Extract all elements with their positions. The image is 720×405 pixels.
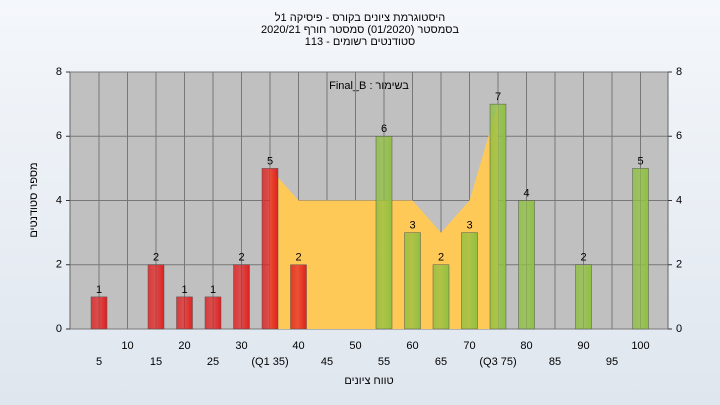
bar xyxy=(461,232,478,330)
x-tick-label: 85 xyxy=(549,356,561,368)
y2-tick-label: 6 xyxy=(676,130,682,142)
chart-subtitle: בסמסטר (01/2020) סמסטר חורף 2020/21 xyxy=(261,24,459,36)
bar xyxy=(290,264,307,330)
x-tick-label: 60 xyxy=(406,340,418,352)
x-tick-label: 55 xyxy=(378,356,390,368)
bar xyxy=(404,232,421,330)
x-tick-label: 10 xyxy=(121,340,133,352)
data-label: 5 xyxy=(637,155,643,167)
x-tick-label: 70 xyxy=(463,340,475,352)
x-tick-label: 25 xyxy=(207,356,219,368)
bar xyxy=(518,200,535,330)
x-tick-label: 50 xyxy=(349,340,361,352)
y-tick-label: 0 xyxy=(56,323,62,335)
data-label: 1 xyxy=(96,284,102,296)
bar xyxy=(632,168,649,330)
bar xyxy=(204,296,222,330)
data-label: 6 xyxy=(381,123,387,135)
chart-subtitle: סטודנטים רשומים - 113 xyxy=(305,36,416,48)
y-tick-label: 8 xyxy=(56,66,62,78)
data-label: 2 xyxy=(438,252,444,264)
y-tick-label: 4 xyxy=(56,194,62,206)
data-label: 3 xyxy=(409,220,415,232)
y-tick-label: 2 xyxy=(56,259,62,271)
bar xyxy=(432,264,450,330)
x-tick-label: 30 xyxy=(235,340,247,352)
bar xyxy=(90,296,108,330)
x-tick-label: 40 xyxy=(292,340,304,352)
annotation: בשימור : Final_B xyxy=(329,80,409,92)
y2-tick-label: 0 xyxy=(676,323,682,335)
x-tick-label: 5 xyxy=(96,356,102,368)
x-tick-label: 90 xyxy=(577,340,589,352)
y2-tick-label: 4 xyxy=(676,194,682,206)
x-tick-label: 65 xyxy=(435,356,447,368)
data-label: 5 xyxy=(267,155,273,167)
data-label: 1 xyxy=(210,284,216,296)
data-label: 7 xyxy=(495,91,501,103)
data-label: 2 xyxy=(238,252,244,264)
data-label: 2 xyxy=(295,252,301,264)
bar xyxy=(176,296,193,330)
data-label: 3 xyxy=(466,220,472,232)
bar xyxy=(147,264,165,330)
bar xyxy=(375,136,393,330)
y-tick-label: 6 xyxy=(56,130,62,142)
bar xyxy=(233,264,250,330)
bar xyxy=(261,168,279,330)
x-tick-label: 20 xyxy=(178,340,190,352)
x-tick-label: (Q1 35) xyxy=(251,356,288,368)
data-label: 2 xyxy=(580,252,586,264)
y2-tick-label: 2 xyxy=(676,259,682,271)
x-tick-label: 15 xyxy=(150,356,162,368)
x-tick-label: 95 xyxy=(606,356,618,368)
data-label: 4 xyxy=(523,187,529,199)
x-tick-label: 45 xyxy=(321,356,333,368)
y-axis-label: מספר סטודנטים xyxy=(28,162,40,237)
x-axis-label: טווח ציונים xyxy=(344,375,393,387)
bar xyxy=(489,103,507,330)
data-label: 2 xyxy=(153,252,159,264)
x-tick-label: 100 xyxy=(631,340,649,352)
x-tick-label: (Q3 75) xyxy=(479,356,516,368)
bar xyxy=(575,264,592,330)
data-label: 1 xyxy=(181,284,187,296)
x-tick-label: 80 xyxy=(520,340,532,352)
y2-tick-label: 8 xyxy=(676,66,682,78)
chart-title: היסטוגרמת ציונים בקורס - פיסיקה 1ל xyxy=(275,11,446,24)
